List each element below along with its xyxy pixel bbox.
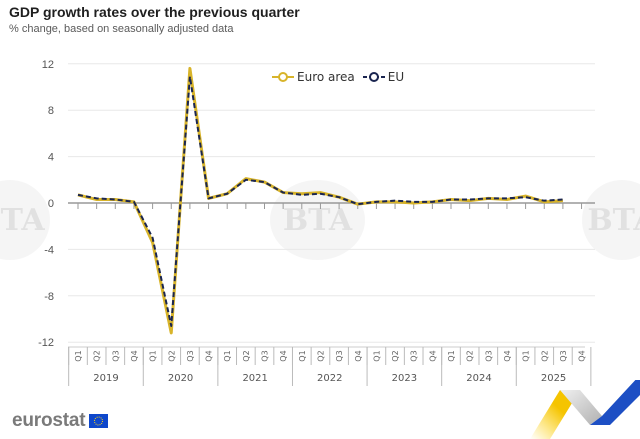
svg-text:Q2: Q2 [167, 350, 176, 361]
eurostat-logo: eurostat [12, 410, 86, 431]
svg-text:Q4: Q4 [130, 350, 139, 361]
svg-text:Q2: Q2 [93, 350, 102, 361]
watermark-logo: BTA [582, 180, 640, 260]
svg-text:Q1: Q1 [74, 350, 83, 361]
svg-text:Q3: Q3 [335, 350, 344, 361]
euro-area-marker-icon [272, 72, 294, 82]
svg-text:Q1: Q1 [447, 350, 456, 361]
legend-label: Euro area [297, 70, 355, 84]
svg-text:Q2: Q2 [242, 350, 251, 361]
svg-text:Q3: Q3 [186, 350, 195, 361]
svg-text:2024: 2024 [466, 373, 491, 384]
svg-text:2020: 2020 [168, 373, 193, 384]
svg-text:Q1: Q1 [149, 350, 158, 361]
svg-text:-4: -4 [44, 244, 54, 256]
svg-text:Q3: Q3 [410, 350, 419, 361]
svg-text:Q1: Q1 [522, 350, 531, 361]
svg-text:Q1: Q1 [223, 350, 232, 361]
svg-text:Q2: Q2 [466, 350, 475, 361]
svg-text:Q2: Q2 [391, 350, 400, 361]
svg-text:2019: 2019 [93, 373, 118, 384]
eu-flag-icon [89, 414, 108, 428]
svg-text:2025: 2025 [541, 373, 566, 384]
svg-text:Q4: Q4 [205, 350, 214, 361]
decorative-ribbon-icon [530, 380, 640, 439]
svg-text:Q1: Q1 [372, 350, 381, 361]
legend-item-eu[interactable]: EU [362, 70, 405, 84]
svg-text:Q2: Q2 [540, 350, 549, 361]
legend-item-euro-area[interactable]: Euro area [272, 70, 355, 84]
svg-text:-8: -8 [44, 291, 54, 303]
svg-text:Q2: Q2 [316, 350, 325, 361]
svg-text:2023: 2023 [392, 373, 417, 384]
eu-marker-icon [362, 72, 385, 82]
legend-label: EU [387, 70, 405, 84]
svg-text:Q4: Q4 [354, 350, 363, 361]
svg-text:0: 0 [48, 198, 54, 210]
svg-text:Q4: Q4 [279, 350, 288, 361]
chart-subtitle: % change, based on seasonally adjusted d… [9, 23, 234, 35]
svg-text:2021: 2021 [242, 373, 267, 384]
svg-text:Q4: Q4 [503, 350, 512, 361]
chart-title: GDP growth rates over the previous quart… [9, 4, 300, 20]
svg-text:12: 12 [42, 59, 54, 71]
chart-legend: Euro area EU [272, 70, 404, 84]
svg-text:8: 8 [48, 105, 54, 117]
svg-text:Q3: Q3 [111, 350, 120, 361]
svg-text:4: 4 [48, 152, 54, 164]
watermark-logo: BTA [270, 180, 365, 260]
svg-text:Q4: Q4 [428, 350, 437, 361]
svg-text:Q4: Q4 [578, 350, 587, 361]
svg-text:Q1: Q1 [298, 350, 307, 361]
svg-text:2022: 2022 [317, 373, 342, 384]
svg-text:Q3: Q3 [261, 350, 270, 361]
svg-text:Q3: Q3 [559, 350, 568, 361]
svg-text:-12: -12 [38, 337, 54, 349]
svg-text:Q3: Q3 [484, 350, 493, 361]
